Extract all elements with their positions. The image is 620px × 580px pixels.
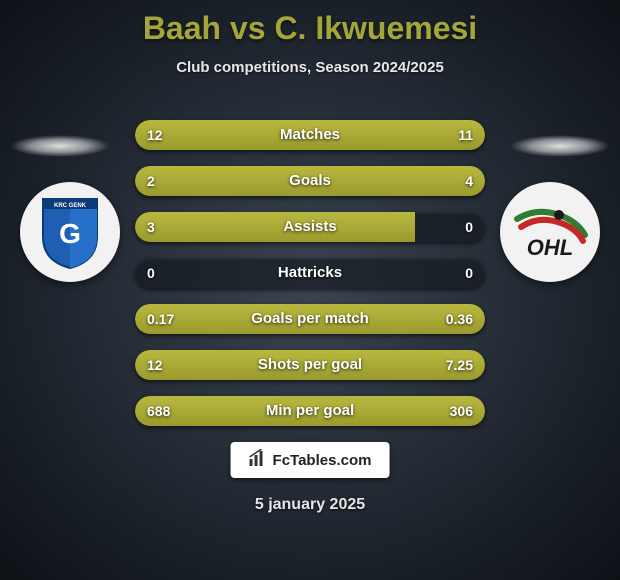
chart-icon	[249, 449, 267, 471]
stat-label: Assists	[135, 212, 485, 242]
stat-row: 24Goals	[135, 166, 485, 196]
page-title: Baah vs C. Ikwuemesi	[0, 0, 620, 47]
stat-row: 00Hattricks	[135, 258, 485, 288]
stat-label: Hattricks	[135, 258, 485, 288]
stats-container: 1211Matches 24Goals 30Assists 00Hattricks 0.…	[135, 120, 485, 442]
club-logo-left: KRC GENK G	[20, 182, 120, 282]
svg-text:KRC GENK: KRC GENK	[54, 203, 87, 209]
stat-label: Shots per goal	[135, 350, 485, 380]
stat-row: 30Assists	[135, 212, 485, 242]
player-shadow-left	[10, 135, 110, 157]
stat-row: 688306Min per goal	[135, 396, 485, 426]
stat-row: 0.170.36Goals per match	[135, 304, 485, 334]
date-label: 5 january 2025	[0, 496, 620, 514]
stat-label: Goals per match	[135, 304, 485, 334]
stat-label: Matches	[135, 120, 485, 150]
svg-text:G: G	[59, 218, 81, 249]
player-shadow-right	[510, 135, 610, 157]
stat-row: 127.25Shots per goal	[135, 350, 485, 380]
subtitle: Club competitions, Season 2024/2025	[0, 59, 620, 76]
footer-label: FcTables.com	[273, 452, 372, 469]
stat-row: 1211Matches	[135, 120, 485, 150]
stat-label: Min per goal	[135, 396, 485, 426]
stat-label: Goals	[135, 166, 485, 196]
svg-text:OHL: OHL	[527, 235, 573, 260]
fctables-badge[interactable]: FcTables.com	[231, 442, 390, 478]
ohl-logo-icon: OHL	[511, 201, 589, 263]
genk-shield-icon: KRC GENK G	[39, 195, 101, 270]
club-logo-right: OHL	[500, 182, 600, 282]
